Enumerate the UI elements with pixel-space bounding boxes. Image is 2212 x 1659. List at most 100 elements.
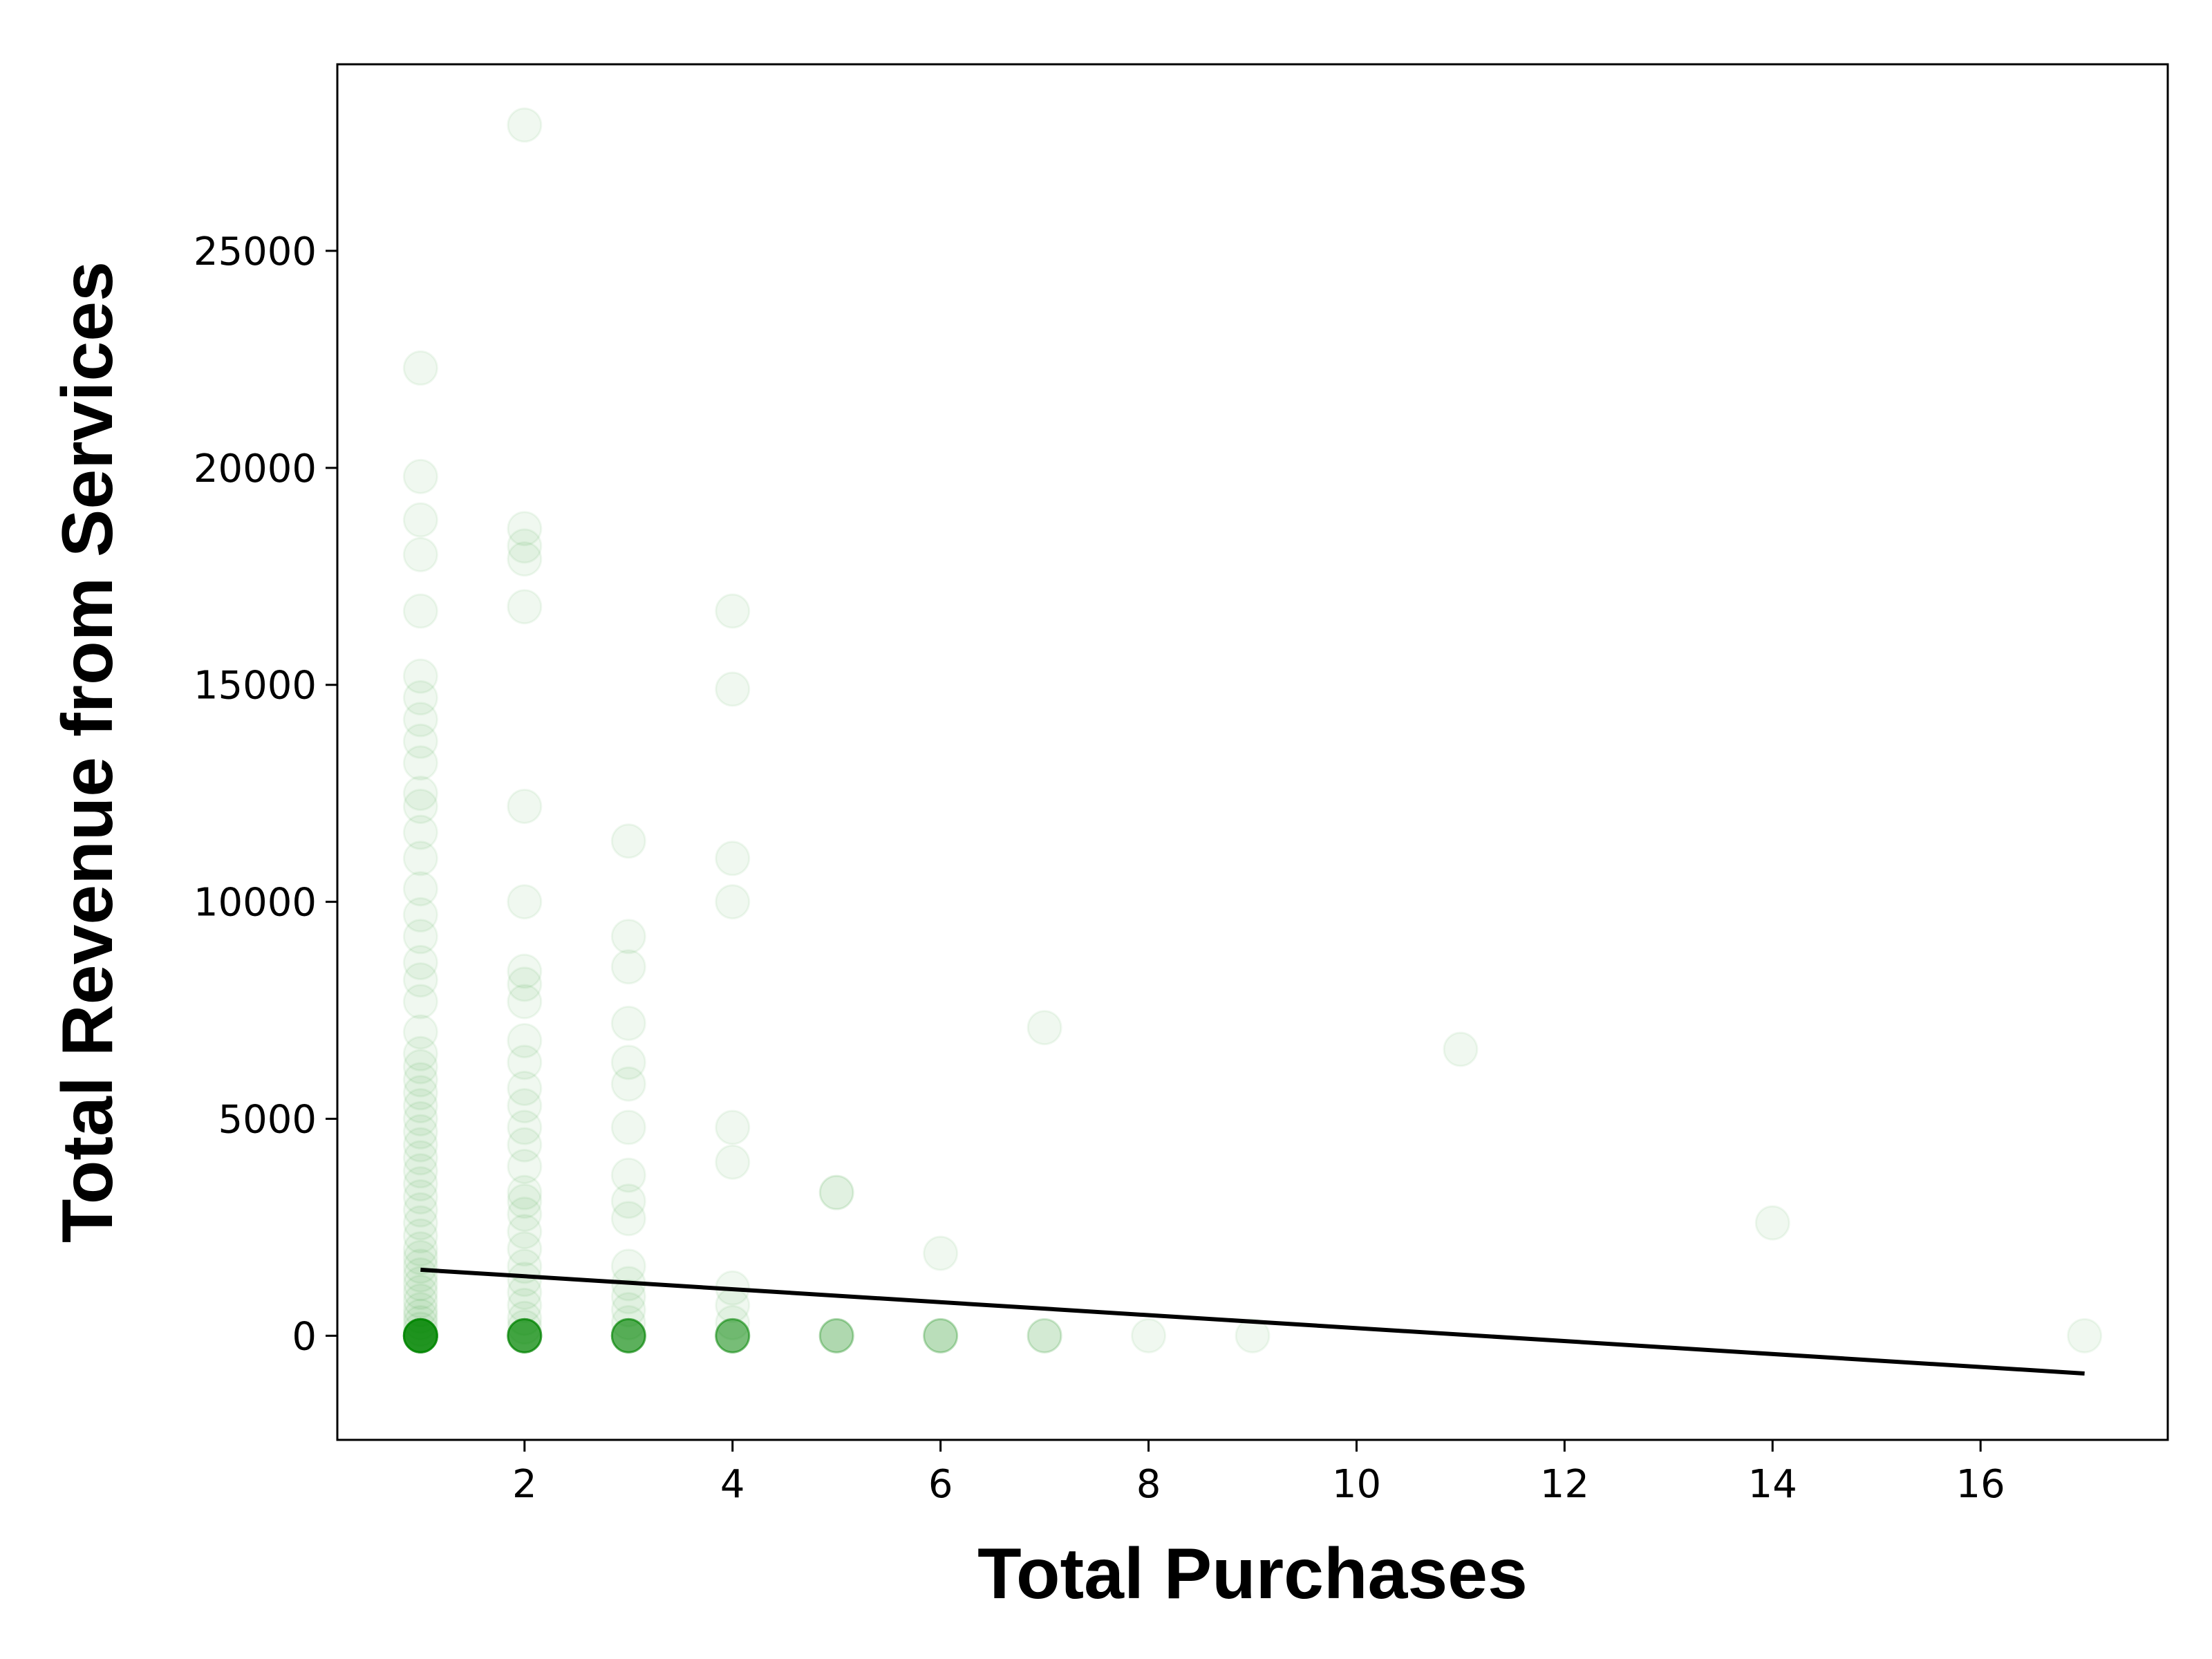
scatter-point <box>402 1179 438 1215</box>
x-tick-label: 10 <box>1332 1462 1381 1507</box>
scatter-point <box>610 1157 646 1193</box>
scatter-point <box>610 1292 646 1328</box>
y-tick-label: 25000 <box>194 229 317 274</box>
scatter-point <box>402 1318 438 1353</box>
scatter-point <box>402 1205 438 1241</box>
scatter-point <box>402 1318 438 1353</box>
scatter-point <box>507 1318 543 1353</box>
scatter-point <box>923 1318 959 1353</box>
scatter-point <box>507 1318 543 1353</box>
scatter-point <box>715 1318 751 1353</box>
scatter-point <box>402 1318 438 1353</box>
scatter-point <box>402 1318 438 1353</box>
scatter-point <box>507 1318 543 1353</box>
scatter-point <box>402 723 438 759</box>
scatter-point <box>402 1049 438 1085</box>
scatter-point <box>610 1183 646 1219</box>
scatter-point <box>402 1127 438 1163</box>
scatter-point <box>507 107 543 143</box>
scatter-point <box>610 1318 646 1353</box>
scatter-point <box>507 1318 543 1353</box>
scatter-point <box>402 1318 438 1353</box>
scatter-point <box>715 1318 751 1353</box>
scatter-point <box>507 788 543 824</box>
scatter-point <box>715 1318 751 1353</box>
scatter-point <box>507 1127 543 1163</box>
scatter-point <box>402 1100 438 1136</box>
y-tick-label: 5000 <box>218 1097 317 1142</box>
scatter-point <box>923 1318 959 1353</box>
scatter-point <box>402 502 438 538</box>
scatter-point <box>402 841 438 877</box>
scatter-point <box>715 1318 751 1353</box>
scatter-point <box>1027 1318 1062 1353</box>
scatter-point <box>818 1318 854 1353</box>
y-tick-label: 15000 <box>194 664 317 709</box>
scatter-point <box>402 1318 438 1353</box>
scatter-point <box>610 1318 646 1353</box>
scatter-point <box>1131 1318 1167 1353</box>
scatter-point <box>923 1318 959 1353</box>
scatter-point <box>402 1318 438 1353</box>
scatter-point <box>818 1318 854 1353</box>
scatter-point <box>715 1318 751 1353</box>
scatter-point <box>507 1318 543 1353</box>
plot-background <box>337 64 2168 1440</box>
scatter-point <box>402 919 438 955</box>
trend-line <box>420 1267 2085 1376</box>
plot-frame <box>336 63 2169 1441</box>
scatter-point <box>507 1214 543 1250</box>
scatter-point <box>402 984 438 1020</box>
scatter-point <box>1754 1205 1790 1241</box>
scatter-point <box>402 1218 438 1254</box>
scatter-point <box>402 1318 438 1353</box>
scatter-point <box>507 884 543 920</box>
scatter-point <box>507 1183 543 1219</box>
scatter-point <box>715 671 751 707</box>
scatter-point <box>610 1066 646 1102</box>
scatter-point <box>402 1318 438 1353</box>
scatter-point <box>402 1318 438 1353</box>
scatter-point <box>507 1088 543 1124</box>
scatter-point <box>507 1318 543 1353</box>
scatter-point <box>507 541 543 577</box>
scatter-point <box>507 1318 543 1353</box>
scatter-point <box>923 1235 959 1271</box>
scatter-point <box>402 458 438 494</box>
scatter-point <box>402 1318 438 1353</box>
y-tick-label: 10000 <box>194 881 317 926</box>
scatter-point <box>610 1305 646 1341</box>
scatter-point <box>402 1318 438 1353</box>
scatter-point <box>715 1318 751 1353</box>
scatter-point <box>507 1022 543 1058</box>
scatter-point <box>715 1109 751 1145</box>
scatter-point <box>507 1318 543 1353</box>
scatter-point <box>610 1318 646 1353</box>
scatter-point <box>507 511 543 547</box>
scatter-point <box>402 350 438 386</box>
scatter-point <box>402 1318 438 1353</box>
scatter-point <box>818 1318 854 1353</box>
x-axis-ticks: 2 4 6 8 10 12 14 16 <box>512 1440 2005 1507</box>
scatter-point <box>610 1109 646 1145</box>
scatter-point <box>507 1287 543 1323</box>
scatter-point <box>402 1318 438 1353</box>
x-axis-title: Total Purchases <box>977 1534 1528 1614</box>
scatter-point <box>610 949 646 985</box>
scatter-point <box>507 589 543 625</box>
scatter-point <box>402 680 438 716</box>
y-tick-label: 20000 <box>194 447 317 491</box>
scatter-point <box>715 1318 751 1353</box>
scatter-point <box>610 1005 646 1041</box>
scatter-point <box>715 1318 751 1353</box>
scatter-point <box>507 966 543 1002</box>
scatter-point <box>402 1318 438 1353</box>
scatter-point <box>402 1140 438 1176</box>
scatter-point <box>402 1153 438 1189</box>
scatter-point <box>610 919 646 955</box>
scatter-point <box>818 1318 854 1353</box>
scatter-point <box>610 1248 646 1284</box>
scatter-point <box>715 1318 751 1353</box>
x-tick-label: 4 <box>720 1462 745 1507</box>
scatter-point <box>610 1318 646 1353</box>
